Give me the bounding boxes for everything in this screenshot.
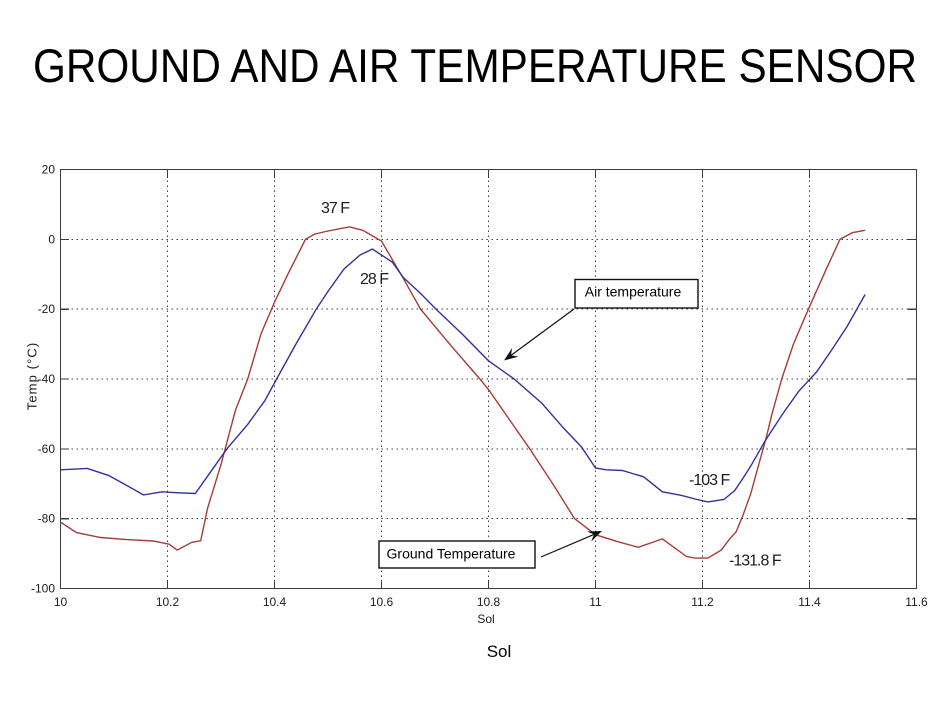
svg-text:-131.8 F: -131.8 F: [729, 553, 782, 570]
svg-text:-20: -20: [38, 302, 56, 316]
svg-text:10: 10: [54, 595, 68, 609]
svg-text:Ground Temperature: Ground Temperature: [387, 546, 516, 562]
svg-text:11.6: 11.6: [905, 595, 928, 609]
svg-text:-100: -100: [31, 582, 55, 596]
svg-text:37 F: 37 F: [321, 200, 350, 217]
svg-text:10.4: 10.4: [263, 595, 287, 609]
svg-text:11: 11: [589, 595, 602, 609]
svg-text:0: 0: [48, 232, 55, 246]
svg-text:Temp (°C): Temp (°C): [25, 342, 40, 411]
svg-text:Sol: Sol: [477, 612, 494, 626]
svg-text:-103 F: -103 F: [689, 472, 730, 489]
svg-text:10.8: 10.8: [477, 595, 501, 609]
svg-text:10.2: 10.2: [156, 595, 180, 609]
svg-text:Air temperature: Air temperature: [585, 284, 682, 300]
svg-text:11.2: 11.2: [691, 595, 714, 609]
svg-text:-60: -60: [38, 442, 56, 456]
svg-text:11.4: 11.4: [798, 595, 821, 609]
svg-text:-80: -80: [38, 512, 56, 526]
svg-text:10.6: 10.6: [370, 595, 394, 609]
svg-text:-40: -40: [38, 372, 56, 386]
svg-text:20: 20: [42, 163, 56, 177]
svg-text:28 F: 28 F: [360, 271, 389, 288]
